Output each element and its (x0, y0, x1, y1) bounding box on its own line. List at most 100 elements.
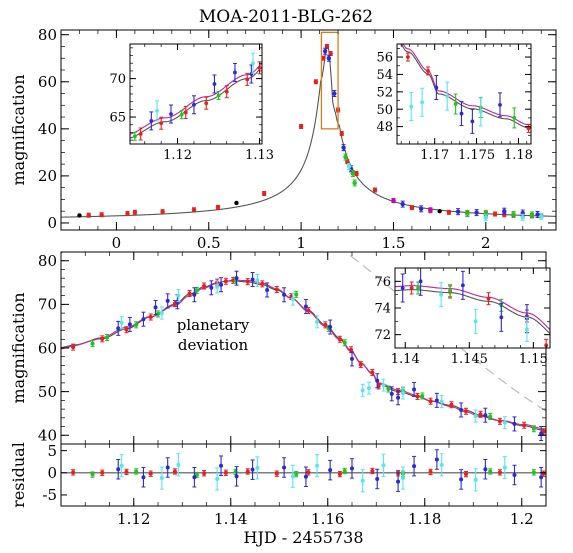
green-data-point (133, 134, 137, 139)
blue-data-point (250, 467, 255, 472)
red-data-point (349, 347, 354, 352)
red-data-point (526, 126, 531, 131)
inset-rise: 1.12 1.13 65 70 (109, 43, 274, 163)
red-data-point (260, 281, 265, 286)
red-data-point (339, 131, 344, 136)
red-data-point (132, 210, 138, 215)
model-curve (61, 44, 556, 218)
blue-data-point (234, 474, 239, 479)
cyan-data-point (366, 386, 371, 391)
y-tick-label: 65 (109, 111, 126, 126)
x-tick-label: 1.14 (391, 352, 420, 367)
red-data-point (446, 210, 452, 215)
x-tick-label: 1.14 (214, 510, 247, 528)
blue-data-point (412, 387, 417, 392)
top-plot-frame (60, 29, 557, 231)
y-tick-label: 60 (38, 73, 57, 91)
blue-data-point (455, 209, 461, 214)
red-data-point (449, 402, 454, 407)
green-data-point (465, 211, 470, 216)
blue-data-point (434, 457, 439, 462)
blue-data-point (153, 305, 158, 310)
cyan-data-point (420, 100, 425, 105)
blue-data-point (303, 474, 308, 479)
cyan-data-point (251, 61, 255, 66)
red-data-point (463, 472, 468, 477)
y-tick-label: 5 (47, 442, 57, 460)
red-data-point (324, 44, 330, 49)
blue-data-point (350, 466, 354, 471)
y-tick-label: 76 (374, 275, 391, 290)
red-data-point (138, 132, 143, 136)
cyan-data-point (381, 383, 386, 388)
red-data-point (415, 394, 420, 399)
blue-data-point (375, 476, 380, 481)
red-data-point (358, 362, 363, 367)
blue-data-point (412, 464, 417, 469)
cyan-data-point (473, 319, 478, 324)
green-data-point (179, 112, 184, 117)
inset-plot-layer (395, 268, 550, 348)
x-tick-label: 1.145 (451, 352, 488, 367)
red-data-point (321, 56, 326, 61)
x-tick-label: 1.18 (504, 148, 533, 163)
cyan-data-point (400, 390, 405, 395)
x-tick-label: 2 (481, 234, 491, 252)
red-data-point (204, 101, 209, 106)
blue-data-point (341, 145, 346, 150)
zoom-region-box (320, 31, 339, 130)
blue-data-point (149, 119, 154, 123)
planetary-deviation-label: planetary (177, 316, 250, 334)
blue-data-point (459, 477, 464, 482)
magenta-data-point (428, 207, 433, 212)
red-data-point (261, 191, 267, 196)
red-data-point (313, 79, 319, 84)
cyan-data-point (215, 284, 220, 289)
red-data-point (409, 205, 415, 210)
cyan-data-point (360, 388, 365, 393)
residual-y-axis-label: residual (9, 442, 28, 508)
green-data-point (531, 426, 536, 431)
blue-data-point (192, 102, 196, 107)
blue-data-point (389, 391, 394, 396)
cyan-data-point (360, 478, 365, 483)
blue-data-point (483, 413, 488, 418)
red-data-point (428, 399, 433, 404)
x-tick-label: 1.15 (519, 352, 548, 367)
y-tick-label: 70 (109, 72, 126, 87)
green-data-point (488, 414, 493, 419)
red-data-point (541, 471, 546, 476)
red-data-point (202, 471, 207, 476)
red-data-point (71, 345, 76, 350)
blue-data-point (350, 356, 354, 361)
cyan-data-point (255, 465, 260, 470)
red-data-point (370, 370, 375, 375)
red-data-point (148, 471, 153, 476)
red-data-point (223, 470, 228, 475)
y-tick-label: 50 (38, 383, 57, 401)
blue-data-point (400, 286, 405, 290)
red-data-point (172, 469, 177, 474)
cyan-data-point (176, 293, 181, 298)
x-tick-label: 0.5 (197, 234, 221, 252)
red-data-point (337, 337, 342, 342)
red-data-point (245, 77, 250, 82)
x-tick-label: 1 (296, 234, 306, 252)
red-data-point (409, 286, 414, 290)
green-data-point (529, 212, 535, 218)
blue-data-point (396, 395, 401, 400)
green-data-point (512, 116, 517, 120)
blue-data-point (328, 325, 333, 330)
blue-data-point (234, 276, 239, 281)
blue-data-point (169, 112, 173, 116)
red-data-point (183, 110, 188, 115)
cyan-data-point (400, 476, 405, 481)
red-data-point (223, 279, 228, 284)
red-data-point (522, 423, 527, 428)
blue-data-point (396, 479, 401, 484)
green-data-point (511, 212, 516, 217)
red-data-point (478, 412, 483, 417)
cyan-data-point (439, 462, 444, 467)
red-data-point (306, 308, 311, 313)
